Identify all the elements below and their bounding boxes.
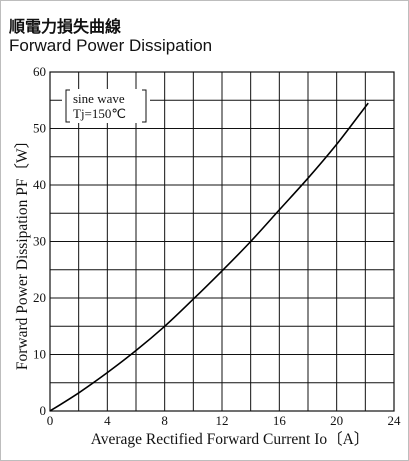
y-tick-labels: 0 10 20 30 40 50 60 <box>33 64 46 418</box>
condition-annotation: sine wave Tj=150℃ <box>62 89 150 123</box>
x-tick-label: 20 <box>330 413 343 428</box>
x-axis-label: Average Rectified Forward Current Io〔A〕 <box>91 431 370 448</box>
plot-frame <box>49 71 395 412</box>
y-tick-label: 50 <box>33 121 46 136</box>
x-tick-labels: 0 4 8 12 16 20 24 <box>47 413 401 428</box>
x-tick-label: 4 <box>104 413 111 428</box>
y-tick-label: 0 <box>40 403 47 418</box>
y-tick-label: 10 <box>33 347 46 362</box>
annotation-background <box>62 89 150 123</box>
x-tick-label: 8 <box>161 413 168 428</box>
y-tick-label: 40 <box>33 177 46 192</box>
annotation-line-1: sine wave <box>73 91 125 106</box>
series-line <box>49 102 369 412</box>
y-tick-label: 30 <box>33 234 46 249</box>
y-axis-label: Forward Power Dissipation PF〔W〕 <box>14 133 31 370</box>
x-tick-label: 12 <box>216 413 229 428</box>
y-tick-label: 60 <box>33 64 46 79</box>
x-tick-label: 0 <box>47 413 54 428</box>
annotation-bracket-left <box>65 89 70 123</box>
x-tick-label: 16 <box>273 413 287 428</box>
chart-title: Forward Power Dissipation <box>9 36 213 55</box>
y-tick-label: 20 <box>33 290 46 305</box>
annotation-bracket-right <box>142 89 147 123</box>
annotation-line-2: Tj=150℃ <box>73 106 126 121</box>
x-tick-label: 24 <box>388 413 402 428</box>
series-layer <box>49 102 369 412</box>
chart-title-japanese: 順電力損失曲線 <box>9 17 122 36</box>
